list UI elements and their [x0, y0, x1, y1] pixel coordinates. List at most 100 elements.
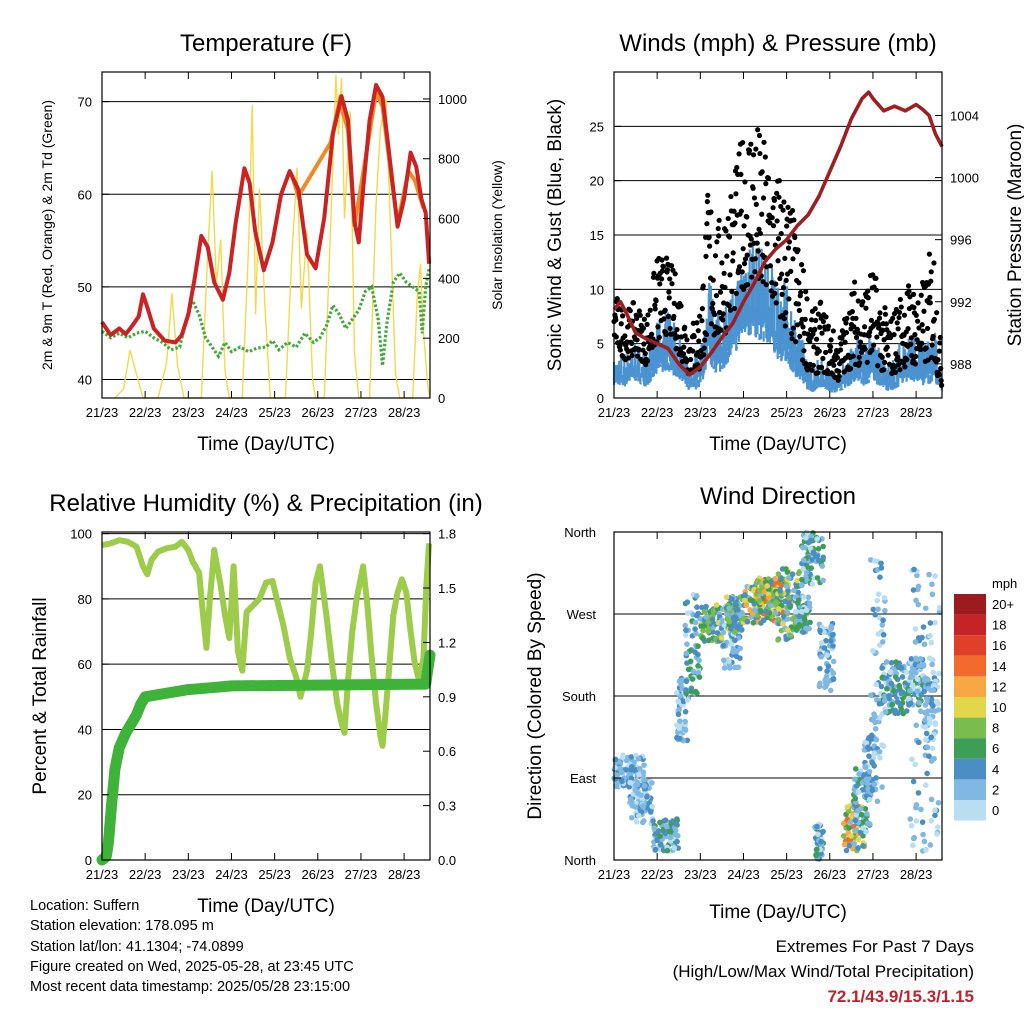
gust-point	[779, 271, 785, 277]
direction-point	[879, 639, 886, 645]
direction-point	[713, 602, 720, 608]
plot-frame-0	[101, 71, 431, 399]
gust-point	[687, 356, 694, 363]
direction-point	[918, 692, 924, 698]
gust-point	[934, 310, 940, 316]
direction-point	[802, 544, 808, 551]
direction-point	[926, 655, 933, 662]
direction-point	[936, 670, 942, 677]
direction-point	[869, 787, 876, 794]
direction-point	[876, 748, 883, 755]
gust-point	[659, 268, 666, 274]
direction-point	[693, 630, 699, 637]
direction-point	[870, 648, 876, 654]
gust-point	[795, 301, 802, 307]
gust-point	[895, 354, 901, 360]
gust-point	[793, 339, 799, 345]
gust-point	[713, 292, 720, 299]
direction-point	[898, 690, 905, 697]
y2-tick-label-1-1: 992	[950, 295, 972, 310]
direction-point	[675, 698, 681, 705]
direction-point	[865, 744, 871, 751]
gust-point	[697, 313, 703, 319]
gust-point	[699, 318, 705, 324]
direction-point	[928, 758, 935, 764]
gust-point	[873, 287, 879, 293]
direction-point	[649, 780, 655, 786]
y2-tick-label-2-3: 0.9	[438, 690, 456, 705]
gust-point	[817, 324, 823, 330]
gust-point	[770, 205, 776, 211]
gust-point	[694, 320, 700, 326]
direction-point	[692, 626, 698, 632]
legend-label-8: 4	[992, 762, 999, 777]
direction-point	[929, 591, 936, 598]
direction-point	[662, 817, 669, 824]
direction-point	[757, 608, 764, 615]
direction-point	[915, 790, 922, 796]
direction-point	[860, 825, 866, 831]
gust-point	[835, 377, 841, 383]
direction-point	[878, 560, 884, 567]
direction-point	[682, 727, 689, 733]
direction-point	[814, 575, 821, 581]
direction-point	[756, 588, 763, 594]
y-tick-label-1-1: 5	[597, 337, 604, 352]
direction-point	[810, 549, 817, 555]
direction-point	[817, 628, 823, 634]
direction-point	[905, 695, 912, 702]
direction-point	[786, 575, 792, 581]
gust-point	[868, 317, 874, 323]
direction-point	[802, 535, 809, 541]
gust-point	[699, 306, 705, 312]
gust-point	[910, 291, 917, 297]
gust-point	[695, 328, 701, 334]
gust-point	[809, 367, 815, 373]
direction-point	[784, 627, 791, 633]
series-total-rainfall	[96, 649, 436, 866]
direction-point	[823, 638, 829, 644]
gust-point	[680, 351, 686, 357]
y-tick-label-1-0: 0	[597, 391, 604, 406]
direction-point	[922, 724, 929, 730]
gust-point	[862, 346, 868, 352]
gust-point	[772, 290, 778, 297]
gust-point	[700, 283, 706, 289]
y-tick-label-0-3: 70	[78, 95, 92, 110]
gust-point	[790, 325, 797, 331]
gust-point	[620, 313, 626, 319]
gust-point	[759, 169, 765, 175]
direction-point	[824, 668, 830, 674]
direction-point	[674, 838, 680, 845]
gust-point	[618, 321, 624, 327]
gust-point	[860, 299, 866, 305]
y2-tick-label-2-5: 1.5	[438, 581, 456, 596]
direction-point	[613, 783, 619, 790]
gust-point	[741, 261, 748, 267]
legend-swatch-7	[954, 738, 986, 759]
direction-point	[852, 766, 859, 772]
gust-point	[856, 354, 862, 360]
gust-point	[795, 247, 801, 253]
gust-point	[918, 292, 924, 298]
direction-point	[662, 830, 668, 837]
direction-point	[847, 819, 854, 825]
gust-point	[791, 217, 797, 223]
direction-point	[863, 829, 870, 835]
x-tick-label-1-4: 25/23	[770, 405, 803, 420]
direction-point	[793, 608, 799, 615]
direction-point	[728, 596, 735, 602]
direction-point	[682, 622, 689, 629]
gust-point	[760, 195, 767, 201]
gust-point	[906, 288, 912, 294]
direction-point	[872, 611, 878, 618]
gust-point	[763, 282, 769, 288]
gust-point	[838, 341, 844, 347]
gust-point	[890, 315, 896, 321]
station-info: Location: Suffern Station elevation: 178…	[30, 896, 354, 997]
y-tick-label-2-2: 40	[78, 722, 92, 737]
y-axis-label-0: 2m & 9m T (Red, Orange) & 2m Td (Green)	[39, 100, 55, 370]
gust-point	[877, 310, 883, 316]
direction-point	[908, 656, 915, 662]
